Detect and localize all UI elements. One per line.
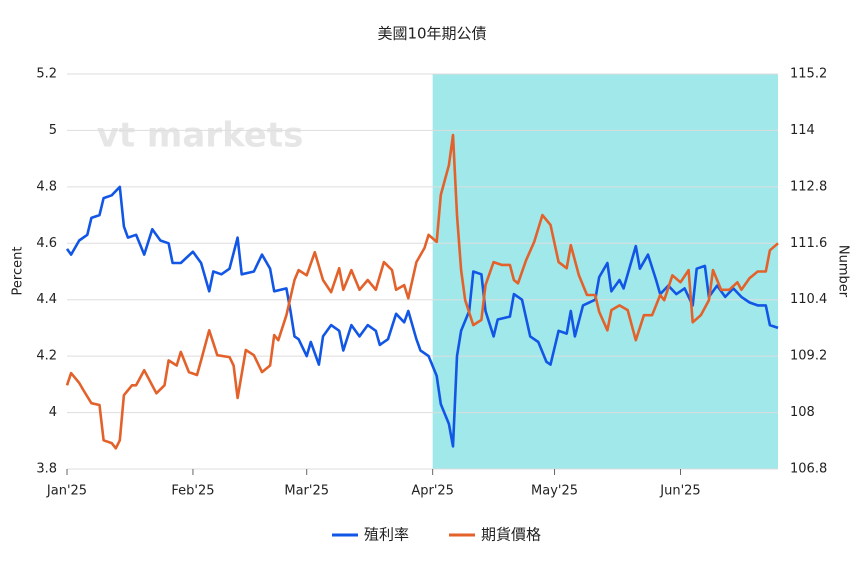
y-tick-label: 4.8 — [36, 179, 57, 194]
x-tick-label: Jun'25 — [659, 484, 700, 499]
x-tick-label: Apr'25 — [411, 484, 454, 499]
chart-title: 美國10年期公債 — [377, 25, 486, 43]
shaded-region — [432, 74, 778, 469]
y2-tick-label: 115.2 — [790, 67, 827, 82]
y-axis-label: Percent — [11, 247, 26, 296]
legend-label: 期貨價格 — [481, 526, 541, 544]
y-tick-label: 3.8 — [36, 462, 57, 477]
y2-tick-label: 106.8 — [790, 462, 827, 477]
data-line — [65, 185, 779, 448]
y2-tick-label: 112.8 — [790, 179, 827, 194]
legend-label: 殖利率 — [364, 526, 409, 544]
y2-tick-label: 108 — [790, 405, 815, 420]
y2-axis-label: Number — [836, 245, 851, 298]
data-line — [65, 133, 779, 450]
x-tick-label: Feb'25 — [171, 484, 214, 499]
x-tick-label: Mar'25 — [284, 484, 329, 499]
y2-tick-label: 111.6 — [790, 236, 827, 251]
x-tick-label: May'25 — [531, 484, 578, 499]
y-tick-label: 5.2 — [36, 67, 57, 82]
y2-tick-label: 109.2 — [790, 349, 827, 364]
y-tick-label: 4.4 — [36, 292, 57, 307]
x-tick-label: Jan'25 — [46, 484, 87, 499]
y2-tick-label: 110.4 — [790, 292, 827, 307]
y2-tick-label: 114 — [790, 123, 815, 138]
y-tick-label: 4 — [49, 405, 57, 420]
y-tick-label: 4.2 — [36, 349, 57, 364]
y-tick-label: 5 — [49, 123, 57, 138]
watermark: vt markets — [97, 116, 304, 156]
y-tick-label: 4.6 — [36, 236, 57, 251]
